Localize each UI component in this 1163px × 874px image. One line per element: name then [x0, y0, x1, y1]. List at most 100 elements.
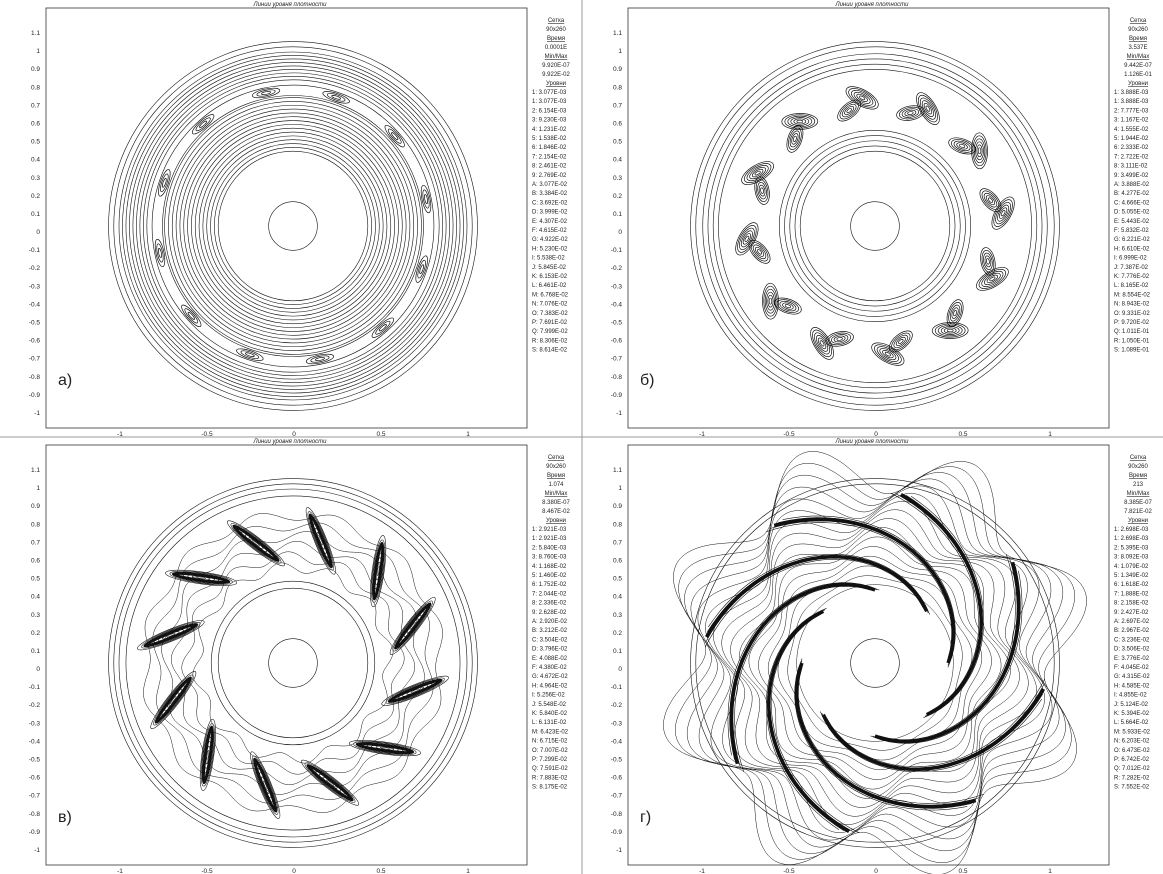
contour	[202, 135, 384, 317]
legend-text: 8.385E-07	[1124, 500, 1152, 506]
contour	[371, 317, 395, 338]
contour	[384, 124, 405, 148]
contour	[663, 451, 1087, 874]
legend-level: B: 3.212E-02	[532, 628, 568, 634]
contour	[236, 348, 264, 361]
contour	[797, 667, 984, 804]
contour	[765, 608, 840, 830]
legend-level: Q: 7.591E-02	[532, 766, 568, 772]
legend-level: S: 8.175E-02	[532, 785, 568, 791]
contour	[372, 541, 385, 601]
contour	[113, 483, 473, 843]
y-tick-label: -0.7	[611, 793, 623, 800]
legend-level: P: 7.691E-02	[532, 320, 568, 326]
contour-plot	[108, 41, 478, 411]
contour	[268, 201, 318, 251]
y-tick-label: 0	[618, 229, 622, 236]
y-tick-label: 0.9	[31, 503, 40, 510]
x-tick-label: -0.5	[201, 868, 213, 874]
x-tick-label: -0.5	[783, 431, 795, 438]
legend-text: Min/Max	[545, 491, 568, 497]
legend-level: 1: 3.077E-03	[532, 90, 567, 96]
legend-level: H: 4.964E-02	[532, 683, 568, 689]
contour	[918, 94, 938, 123]
contour	[146, 79, 440, 373]
legend-level: A: 3.888E-02	[1114, 182, 1150, 188]
contour	[732, 585, 873, 768]
contour	[200, 723, 215, 787]
contour	[999, 207, 1008, 219]
legend-level: 7: 1.888E-02	[1114, 591, 1149, 597]
contour	[143, 76, 443, 376]
contour	[697, 485, 1053, 841]
legend-level: L: 8.165E-02	[1114, 283, 1149, 289]
legend-level: N: 7.076E-02	[532, 302, 568, 308]
contour	[850, 638, 900, 688]
legend-level: J: 5.548E-02	[532, 702, 567, 708]
contour	[306, 763, 354, 802]
contour	[984, 255, 992, 268]
contour	[768, 297, 773, 305]
legend-level: O: 7.007E-02	[532, 748, 568, 754]
legend-text: 9.442E-07	[1124, 63, 1152, 69]
contour	[250, 751, 281, 819]
legend-level: H: 4.585E-02	[1114, 683, 1150, 689]
contour	[959, 143, 966, 148]
contour	[153, 674, 194, 726]
legend-level: Q: 7.999E-02	[532, 329, 568, 335]
contour	[165, 569, 238, 586]
legend-text: Уровни	[546, 518, 566, 524]
contour	[744, 235, 750, 242]
legend-level: N: 6.203E-02	[1114, 739, 1150, 745]
contour	[705, 555, 929, 638]
x-tick-label: -1	[117, 431, 123, 438]
x-tick-label: 1	[1048, 431, 1052, 438]
x-tick-label: 0	[874, 431, 878, 438]
contour	[708, 553, 930, 628]
contour	[199, 120, 208, 128]
legend-level: H: 6.610E-02	[1114, 246, 1150, 252]
contour	[695, 46, 1055, 406]
y-tick-label: 0.5	[613, 576, 622, 583]
legend-level: F: 4.615E-02	[532, 228, 567, 234]
y-tick-label: 1.1	[31, 30, 40, 37]
contour	[989, 276, 996, 282]
contour	[125, 495, 461, 831]
y-tick-label: -0.6	[611, 338, 623, 345]
contour	[307, 511, 334, 571]
y-tick-label: 0.3	[613, 175, 622, 182]
legend-level: M: 5.933E-02	[1114, 729, 1151, 735]
contour	[836, 337, 843, 341]
legend-level: 8: 2.461E-02	[532, 164, 567, 170]
contour	[158, 248, 162, 258]
legend-level: F: 5.832E-02	[1114, 228, 1149, 234]
contour	[675, 463, 1075, 863]
legend-text: Сетка	[548, 455, 565, 461]
contour	[376, 566, 380, 576]
contour	[702, 53, 1048, 399]
contour	[953, 140, 971, 152]
contour	[409, 622, 416, 630]
contour	[156, 243, 164, 263]
legend-text: 213	[1133, 482, 1144, 488]
contour	[794, 658, 968, 811]
legend-level: N: 8.943E-02	[1114, 302, 1150, 308]
contour	[251, 87, 281, 99]
plot-frame	[627, 7, 1110, 429]
x-tick-label: 1	[1048, 868, 1052, 874]
legend-level: P: 6.742E-02	[1114, 757, 1150, 763]
contour	[848, 88, 876, 108]
legend-level: I: 5.256E-02	[532, 693, 565, 699]
contour	[729, 582, 876, 765]
legend-level: M: 8.554E-02	[1114, 292, 1151, 298]
legend-level: 2: 6.154E-03	[532, 108, 567, 114]
y-tick-label: 0.2	[613, 630, 622, 637]
plot-frame	[45, 444, 528, 866]
x-tick-label: -0.5	[783, 868, 795, 874]
legend-text: 0.0001E	[545, 45, 567, 51]
contour	[707, 58, 1043, 394]
contour	[898, 339, 904, 344]
y-tick-label: -0.5	[29, 757, 41, 764]
contour	[326, 93, 346, 102]
y-tick-label: -0.6	[611, 775, 623, 782]
